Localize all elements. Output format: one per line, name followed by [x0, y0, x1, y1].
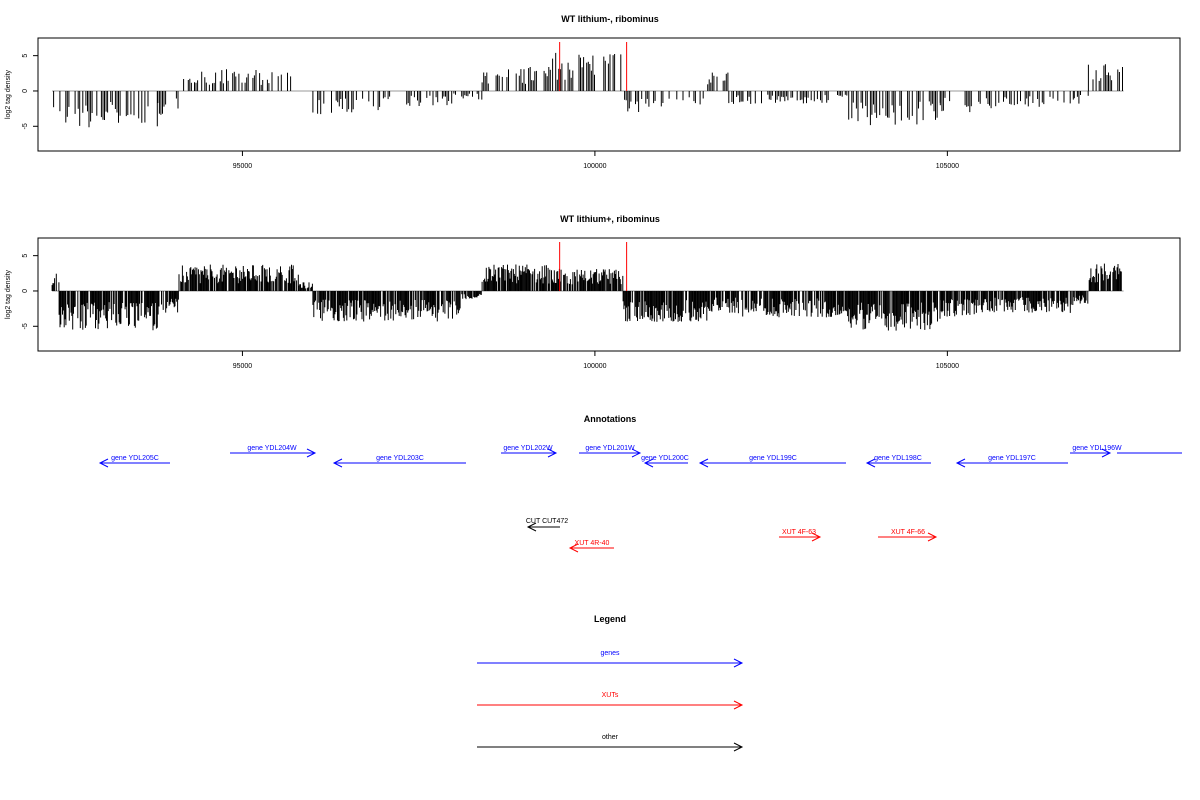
y-tick-label: -5 [22, 123, 29, 129]
y-tick-label: 0 [22, 89, 29, 93]
gene-label: gene YDL199C [749, 455, 797, 462]
gene-label: gene YDL203C [376, 455, 424, 462]
gene-arrow [332, 458, 466, 468]
xut-label: XUT 4F-63 [782, 529, 816, 536]
gene-arrow [579, 448, 642, 458]
arrow-head [1101, 448, 1112, 458]
plot-frame [37, 37, 1181, 152]
y-tick-label: 0 [22, 289, 29, 293]
xut-label: XUT 4R-40 [575, 540, 610, 547]
arrow-head [98, 458, 109, 468]
arrow-head [698, 458, 709, 468]
gene-label: gene YDL198C [874, 455, 922, 462]
arrow-head [547, 448, 558, 458]
legend-arrow [477, 742, 744, 752]
arrow-head [332, 458, 343, 468]
legend-items: genes XUTs other [477, 650, 744, 752]
gene-label: gene YDL200C [641, 455, 689, 462]
x-tick-label: 100000 [583, 363, 606, 370]
axis-group: 95000 100000 105000 -5 0 5 [22, 254, 959, 370]
gene-arrow [865, 458, 931, 468]
arrow-head [631, 448, 642, 458]
x-tick-label: 95000 [233, 163, 253, 170]
gene-arrow [698, 458, 846, 468]
arrow-head [306, 448, 317, 458]
gene-arrow [98, 458, 170, 468]
gene-arrow [1070, 448, 1112, 458]
x-tick-label: 105000 [936, 163, 959, 170]
gene-arrow [643, 458, 688, 468]
arrow-head [733, 700, 744, 710]
marker-group [559, 242, 628, 291]
xut-arrow [878, 532, 938, 542]
gene-arrow [955, 458, 1068, 468]
legend-arrow [477, 658, 744, 668]
axis-group: 95000 100000 105000 -5 0 5 [22, 54, 959, 170]
xut-arrow [779, 532, 822, 542]
panel-title: WT lithium-, ribominus [561, 14, 659, 24]
x-tick-label: 100000 [583, 163, 606, 170]
x-tick-label: 105000 [936, 363, 959, 370]
xut-arrow [568, 543, 614, 553]
y-axis-label: log2 tag density [5, 269, 12, 319]
panel-title: WT lithium+, ribominus [560, 214, 660, 224]
gene-label: gene YDL205C [111, 455, 159, 462]
legend-label: genes [600, 650, 620, 657]
y-tick-label: 5 [22, 54, 29, 58]
xut-label: XUT 4F-66 [891, 529, 925, 536]
legend-label: other [602, 734, 619, 741]
annotations-title: Annotations [584, 414, 637, 424]
legend-arrow [477, 700, 744, 710]
y-tick-label: -5 [22, 323, 29, 329]
marker-group [559, 42, 628, 91]
gene-arrow [230, 448, 317, 458]
cut-arrow [526, 522, 560, 532]
bar-group [52, 52, 1124, 128]
cut-label: CUT CUT472 [526, 518, 568, 525]
legend-label: XUTs [602, 692, 619, 699]
arrow-head [811, 532, 822, 542]
arrow-head [568, 543, 579, 553]
legend: Legend genes XUTs other [477, 614, 744, 752]
arrow-head [643, 458, 654, 468]
panel-lithium-plus: WT lithium+, ribominus 95000 100000 105000… [5, 214, 1181, 370]
arrow-head [733, 658, 744, 668]
arrow-head [927, 532, 938, 542]
y-axis-label: log2 tag density [5, 69, 12, 119]
x-tick-label: 95000 [233, 363, 253, 370]
arrow-head [526, 522, 537, 532]
gene-label: gene YDL204W [247, 445, 297, 452]
gene-label: gene YDL197C [988, 455, 1036, 462]
gene-arrow [501, 448, 558, 458]
annotation-items: gene YDL205C gene YDL204W gene YDL203C gene… [98, 445, 1182, 553]
gene-label: gene YDL202W [503, 445, 553, 452]
arrow-head [955, 458, 966, 468]
gene-label: gene YDL196W [1072, 445, 1122, 452]
y-tick-label: 5 [22, 254, 29, 258]
legend-title: Legend [594, 614, 626, 624]
panel-lithium-minus: WT lithium-, ribominus 95000 100000 105000… [5, 14, 1181, 170]
bar-group [51, 263, 1124, 331]
arrow-head [865, 458, 876, 468]
gene-label: gene YDL201W [585, 445, 635, 452]
arrow-head [733, 742, 744, 752]
